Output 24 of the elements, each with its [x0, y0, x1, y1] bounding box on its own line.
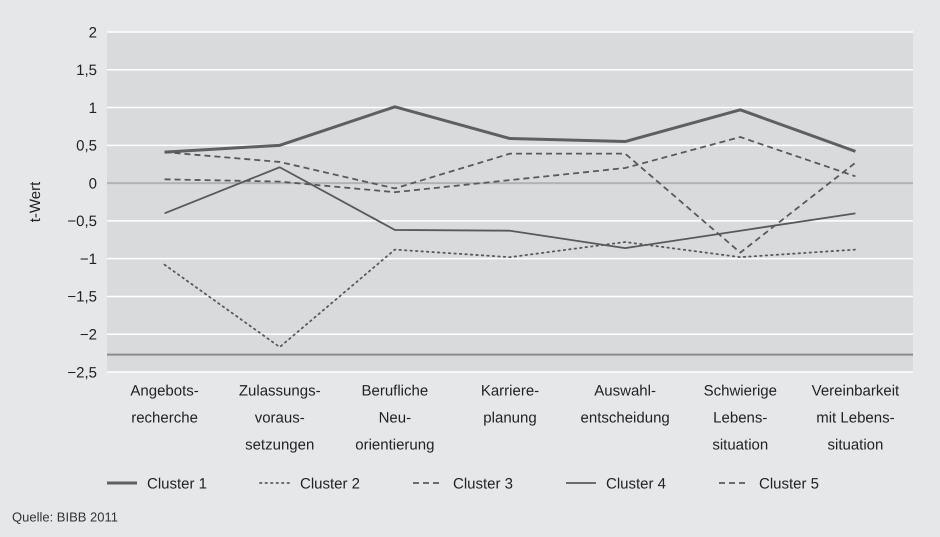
- x-tick-label: Zulassungs- voraus- setzungen: [238, 382, 321, 454]
- source-note: Quelle: BIBB 2011: [12, 510, 118, 525]
- y-tick-label: 0: [88, 175, 97, 192]
- y-tick-label: 2: [88, 24, 97, 42]
- x-tick-label: Karriere- planung: [480, 382, 540, 426]
- y-axis-title: t-Wert: [27, 180, 44, 222]
- x-tick-label: Berufliche Neu- orientierung: [355, 382, 434, 454]
- y-tick-label: 0,5: [76, 138, 97, 155]
- x-tick-label: Schwierige Lebens- situation: [704, 382, 777, 454]
- legend-label: Cluster 1: [147, 475, 208, 492]
- y-tick-label: −1: [80, 250, 97, 268]
- x-tick-label: Auswahl- entscheidung: [580, 382, 670, 426]
- y-tick-label: 1: [88, 100, 97, 117]
- y-tick-label: −2: [80, 326, 97, 344]
- y-tick-label: −2,5: [67, 364, 97, 382]
- legend-label: Cluster 5: [759, 475, 820, 492]
- x-tick-label: Vereinbarkeit mit Lebens- situation: [812, 382, 900, 454]
- legend-label: Cluster 2: [300, 475, 360, 492]
- x-tick-label: Angebots- recherche: [130, 382, 199, 426]
- y-tick-label: −1,5: [67, 288, 97, 306]
- legend-label: Cluster 4: [606, 475, 666, 492]
- y-tick-label: −0,5: [67, 213, 97, 230]
- legend-label: Cluster 3: [453, 475, 514, 492]
- y-tick-label: 1,5: [76, 62, 97, 80]
